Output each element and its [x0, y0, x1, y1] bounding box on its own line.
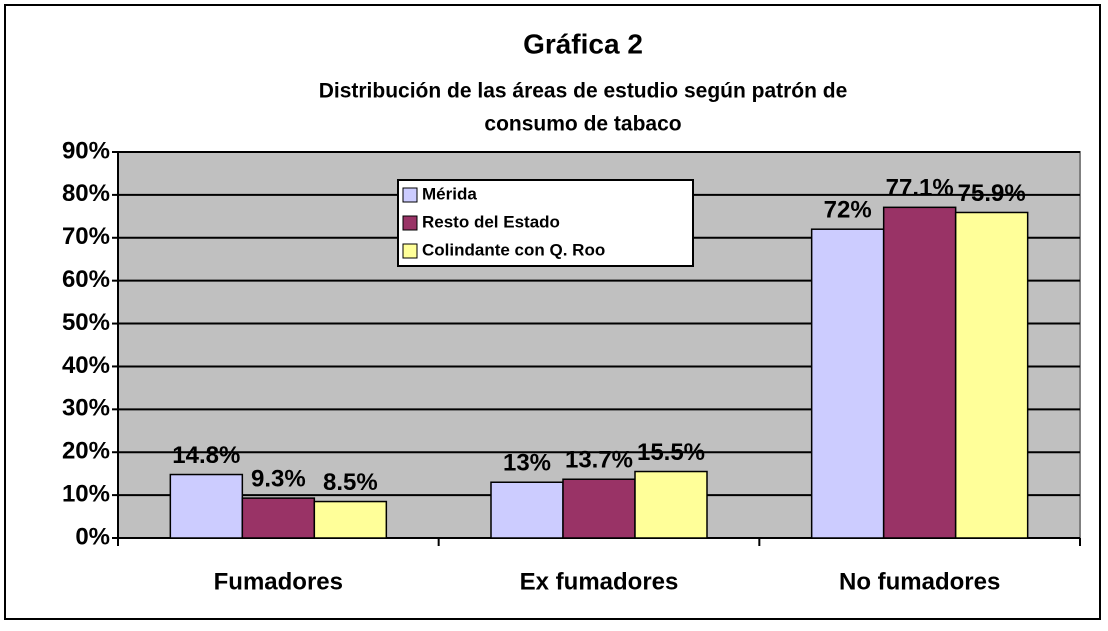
- bar: [954, 211, 1029, 539]
- bar: [490, 481, 564, 539]
- data-label: 8.5%: [323, 469, 378, 496]
- x-tick-label: Ex fumadores: [520, 568, 679, 595]
- x-tick-label: Fumadores: [214, 568, 343, 595]
- legend-swatch: [402, 187, 418, 203]
- bar: [634, 470, 708, 539]
- y-tick-label: 20%: [62, 438, 110, 465]
- bar: [313, 500, 388, 539]
- data-label: 9.3%: [251, 465, 306, 492]
- y-tick-label: 40%: [62, 352, 110, 379]
- bar: [169, 473, 244, 539]
- bar: [562, 478, 636, 539]
- chart-title: Gráfica 2: [523, 28, 643, 59]
- y-tick-label: 30%: [62, 395, 110, 422]
- y-tick-label: 60%: [62, 266, 110, 293]
- legend-swatch: [402, 243, 418, 259]
- legend-box: [397, 179, 694, 267]
- data-label: 14.8%: [172, 442, 240, 469]
- y-tick-label: 50%: [62, 309, 110, 336]
- x-tick-label: No fumadores: [839, 568, 1000, 595]
- data-label: 75.9%: [958, 180, 1026, 207]
- legend-label: Colindante con Q. Roo: [422, 240, 605, 259]
- chart-subtitle: consumo de tabaco: [484, 113, 681, 136]
- bar: [810, 228, 885, 539]
- y-tick-label: 70%: [62, 223, 110, 250]
- legend-label: Mérida: [422, 184, 477, 203]
- legend-label: Resto del Estado: [422, 212, 560, 231]
- y-tick-label: 0%: [75, 523, 110, 550]
- data-label: 15.5%: [637, 439, 705, 466]
- legend-swatch: [402, 215, 418, 231]
- bar: [882, 206, 957, 539]
- data-label: 13.7%: [565, 447, 633, 474]
- bar: [241, 497, 316, 539]
- y-tick-label: 10%: [62, 480, 110, 507]
- y-tick-label: 80%: [62, 180, 110, 207]
- data-label: 13%: [503, 450, 551, 477]
- y-tick-label: 90%: [62, 137, 110, 164]
- data-label: 72%: [824, 197, 872, 224]
- data-label: 77.1%: [886, 175, 954, 202]
- chart-subtitle: Distribución de las áreas de estudio seg…: [319, 80, 848, 103]
